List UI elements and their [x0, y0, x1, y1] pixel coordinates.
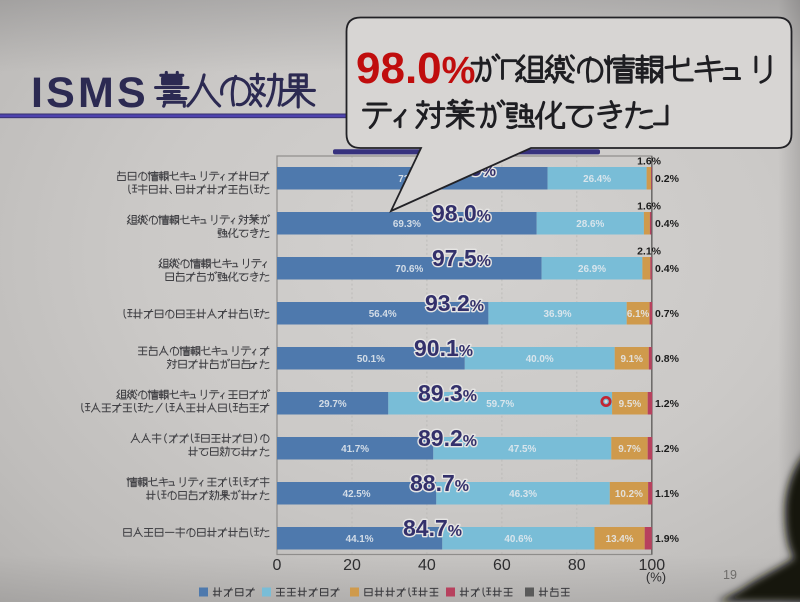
svg-text:100: 100: [638, 557, 665, 574]
svg-text:0.4%: 0.4%: [655, 263, 680, 275]
svg-text:0.8%: 0.8%: [655, 353, 680, 365]
svg-text:0.4%: 0.4%: [655, 218, 680, 230]
svg-text:41.7%: 41.7%: [341, 444, 369, 455]
svg-text:46.3%: 46.3%: [509, 489, 537, 500]
svg-text:6.1%: 6.1%: [627, 309, 650, 320]
svg-text:0.7%: 0.7%: [655, 308, 680, 320]
svg-text:9.5%: 9.5%: [619, 399, 642, 410]
svg-text:42.5%: 42.5%: [343, 489, 371, 500]
svg-text:13.4%: 13.4%: [606, 534, 634, 545]
svg-text:9.7%: 9.7%: [618, 444, 641, 455]
svg-text:28.6%: 28.6%: [576, 219, 604, 230]
svg-text:89.3%: 89.3%: [418, 380, 477, 406]
svg-text:26.4%: 26.4%: [583, 174, 611, 185]
svg-text:26.9%: 26.9%: [578, 264, 606, 275]
svg-text:84.7%: 84.7%: [403, 515, 462, 541]
svg-text:1.2%: 1.2%: [655, 398, 680, 410]
svg-text:80: 80: [568, 557, 586, 574]
svg-text:69.3%: 69.3%: [393, 219, 421, 230]
svg-text:10.2%: 10.2%: [615, 489, 643, 500]
svg-text:1.6%: 1.6%: [637, 156, 662, 168]
svg-text:36.9%: 36.9%: [543, 309, 571, 320]
svg-text:56.4%: 56.4%: [369, 309, 397, 320]
svg-text:9.1%: 9.1%: [620, 354, 643, 365]
svg-text:40.6%: 40.6%: [504, 534, 532, 545]
svg-text:(%): (%): [646, 570, 666, 585]
svg-text:50.1%: 50.1%: [357, 354, 385, 365]
svg-text:70.6%: 70.6%: [395, 264, 423, 275]
svg-text:1.9%: 1.9%: [655, 533, 680, 545]
svg-text:40.0%: 40.0%: [526, 354, 554, 365]
svg-text:0: 0: [273, 557, 282, 574]
svg-text:90.1%: 90.1%: [414, 335, 473, 361]
svg-text:1.2%: 1.2%: [655, 443, 680, 455]
svg-text:40: 40: [418, 557, 436, 574]
svg-text:2.1%: 2.1%: [637, 246, 662, 258]
svg-text:89.2%: 89.2%: [418, 425, 477, 451]
svg-text:97.5%: 97.5%: [432, 245, 491, 271]
svg-text:29.7%: 29.7%: [319, 399, 347, 410]
svg-text:1.1%: 1.1%: [655, 488, 680, 500]
svg-text:19: 19: [723, 568, 737, 582]
svg-text:20: 20: [343, 557, 361, 574]
svg-text:59.7%: 59.7%: [486, 399, 514, 410]
svg-text:88.7%: 88.7%: [410, 470, 469, 496]
svg-text:60: 60: [493, 557, 511, 574]
svg-text:98.0%: 98.0%: [432, 200, 491, 226]
svg-text:47.5%: 47.5%: [508, 444, 536, 455]
svg-text:1.6%: 1.6%: [637, 201, 662, 213]
svg-text:98.0%: 98.0%: [356, 44, 475, 93]
svg-text:ISMS: ISMS: [31, 69, 149, 117]
svg-text:93.2%: 93.2%: [425, 290, 484, 316]
svg-text:44.1%: 44.1%: [346, 534, 374, 545]
svg-text:0.2%: 0.2%: [655, 173, 680, 185]
